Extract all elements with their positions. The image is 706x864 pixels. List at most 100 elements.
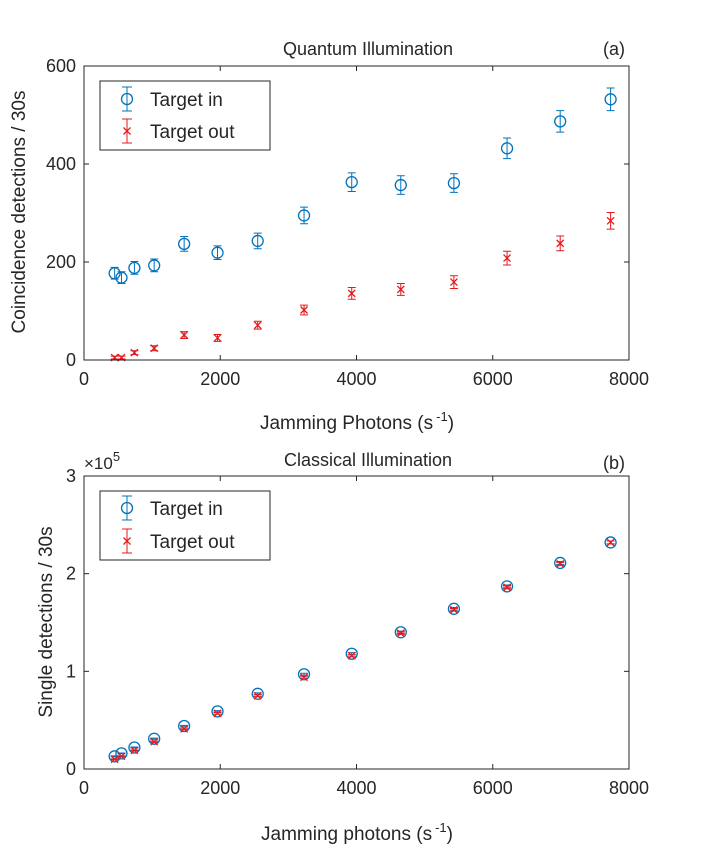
data-point [128, 261, 141, 275]
data-point [180, 724, 189, 733]
error-bar [556, 110, 565, 133]
data-point [213, 333, 222, 342]
data-point [177, 719, 191, 733]
legend-label-target-in: Target in [150, 499, 223, 520]
data-point [180, 331, 189, 339]
x-axis-label: Jamming photons (s -1) [261, 820, 453, 845]
data-point [347, 651, 356, 660]
data-point [128, 741, 141, 754]
x-tick-label: 8000 [609, 369, 649, 389]
error-bar [347, 172, 356, 192]
data-point [449, 278, 458, 287]
data-point [115, 747, 128, 760]
data-point [556, 559, 565, 568]
data-point [396, 285, 405, 294]
data-point [150, 737, 159, 746]
data-point [447, 602, 461, 615]
error-bar [396, 175, 405, 195]
data-point [396, 629, 405, 638]
panel-classical-illumination: ×105 Classical Illumination (b) Single d… [36, 449, 649, 845]
x-axis-label-main: Jamming Photons (s [260, 413, 433, 434]
error-bar [130, 261, 139, 275]
data-point [150, 344, 159, 353]
panel-quantum-illumination: Quantum Illumination (a) Coincidence det… [9, 39, 649, 434]
x-axis-label-main: Jamming photons (s [261, 824, 432, 845]
data-point [500, 580, 514, 593]
data-point [251, 687, 264, 700]
x-tick-label: 2000 [200, 778, 240, 798]
data-point [447, 176, 461, 190]
x-axis-label-sup: -1 [435, 820, 447, 835]
data-point [130, 746, 139, 755]
y-tick-label: 2 [66, 564, 76, 584]
legend-marker [123, 537, 131, 545]
legend-error-bar [122, 86, 132, 112]
data-point [211, 246, 224, 259]
y-tick-label: 0 [66, 350, 76, 370]
y-tick-label: 0 [66, 759, 76, 779]
legend: Target in Target out [99, 490, 271, 561]
y-tick-label: 400 [46, 154, 76, 174]
y-tick-label: 1 [66, 661, 76, 681]
chart-title: Classical Illumination [284, 450, 452, 470]
legend-label-target-out: Target out [150, 532, 235, 553]
y-tick-label: 200 [46, 252, 76, 272]
y-tick-label: 3 [66, 466, 76, 486]
legend-marker [120, 92, 134, 106]
data-point [500, 142, 514, 155]
legend-label-target-in: Target in [150, 90, 223, 111]
plot-area-frame [83, 65, 630, 361]
data-markers [108, 93, 617, 362]
legend-box [99, 80, 271, 151]
data-point [554, 115, 567, 128]
legend-symbol-target-out [122, 528, 132, 554]
x-axis-label-close: ) [448, 413, 454, 434]
x-tick-label: 4000 [336, 369, 376, 389]
data-point [345, 647, 358, 660]
data-markers [108, 536, 617, 764]
data-point [110, 755, 119, 764]
error-bar [606, 87, 615, 112]
data-point [604, 536, 617, 549]
data-point [394, 178, 407, 192]
data-point [148, 259, 161, 272]
panel-label: (a) [603, 39, 625, 59]
data-point [347, 289, 356, 298]
data-point [130, 348, 139, 357]
panel-label: (b) [603, 453, 625, 473]
chart-title: Quantum Illumination [283, 39, 453, 59]
x-tick-label: 6000 [473, 369, 513, 389]
data-point [503, 583, 512, 592]
data-point [604, 93, 617, 106]
error-bar [503, 137, 512, 160]
y-tick-label: 600 [46, 56, 76, 76]
legend-label-target-out: Target out [150, 122, 235, 143]
data-point [115, 271, 128, 284]
x-axis-label: Jamming Photons (s -1) [260, 409, 454, 434]
error-bar [213, 245, 222, 261]
x-tick-label: 0 [79, 778, 89, 798]
data-point [117, 752, 126, 761]
data-point [148, 732, 161, 745]
data-point [556, 239, 565, 248]
data-point [300, 673, 309, 682]
data-point [449, 605, 458, 614]
exponent-label-base: ×10 [84, 454, 113, 473]
data-point [253, 691, 262, 700]
x-tick-label: 8000 [609, 778, 649, 798]
data-point [108, 750, 121, 763]
data-point [253, 321, 262, 330]
exponent-label: ×105 [84, 449, 120, 473]
exponent-label-sup: 5 [113, 449, 120, 464]
data-point [297, 668, 311, 681]
data-point [503, 254, 512, 263]
data-point [211, 705, 224, 718]
y-axis-label: Single detections / 30s [36, 526, 57, 717]
x-tick-label: 0 [79, 369, 89, 389]
data-point [345, 175, 358, 189]
y-axis-label: Coincidence detections / 30s [9, 91, 30, 334]
error-bar [150, 258, 159, 273]
legend: Target in Target out [99, 80, 271, 151]
data-point [606, 538, 615, 547]
